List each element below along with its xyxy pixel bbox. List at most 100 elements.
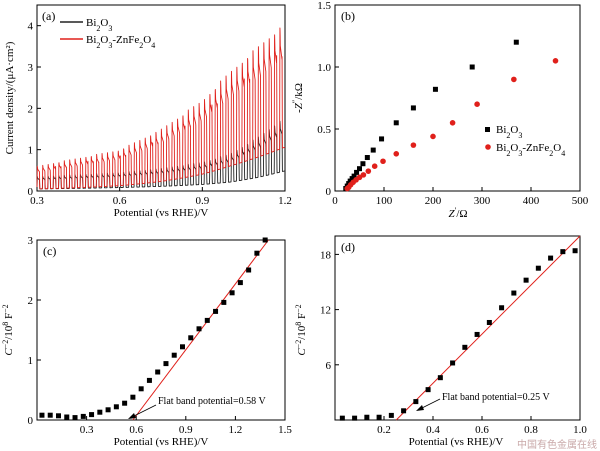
data-point-bi2o3 xyxy=(410,105,416,111)
panel-c-frame xyxy=(36,239,286,421)
data-point xyxy=(572,248,578,254)
x-tick-label: 0.9 xyxy=(195,195,209,207)
data-point xyxy=(64,414,70,420)
data-point-bi2o3 xyxy=(351,173,357,179)
data-point-bi2o3 xyxy=(469,64,475,70)
data-point-bi2o3-znfe2o4 xyxy=(371,163,378,169)
data-point xyxy=(499,305,505,311)
data-point-bi2o3-znfe2o4 xyxy=(365,168,372,174)
data-point xyxy=(548,255,554,261)
data-point xyxy=(535,265,541,271)
series-line-bi2o3-znfe2o4 xyxy=(36,27,286,190)
data-point xyxy=(364,414,370,420)
legend-label-bi2o3-znfe2o4: Bi2O3-ZnFe2O4 xyxy=(496,142,565,158)
data-point xyxy=(229,290,235,296)
y-tick-label: 6 xyxy=(326,360,332,372)
data-point xyxy=(339,415,345,421)
data-point xyxy=(122,400,128,406)
panel-c-ylabel: C−2/108 F−2 xyxy=(1,304,16,355)
data-point-bi2o3-znfe2o4 xyxy=(552,58,559,64)
panel-d: 0.2 0.4 0.6 0.8 1.0 6 12 18 (d) Flat band poten… xyxy=(294,235,587,448)
panel-d-annotation: Flat band potential=0.25 V xyxy=(416,392,550,411)
data-point xyxy=(72,415,78,421)
data-point xyxy=(39,412,45,418)
data-point-bi2o3 xyxy=(354,169,360,175)
data-point-bi2o3 xyxy=(432,86,438,92)
data-point-bi2o3-znfe2o4 xyxy=(430,133,436,140)
annotation-arrowhead xyxy=(128,413,136,419)
panel-c-xlabel: Potential (vs RHE)/V xyxy=(114,436,209,448)
data-point-bi2o3 xyxy=(513,39,519,45)
series-line-bi2o3 xyxy=(36,120,286,190)
y-tick-label: 1 xyxy=(28,145,34,157)
panel-d-frame xyxy=(334,235,581,421)
x-tick-label: 500 xyxy=(572,195,589,207)
x-tick-label: 0.9 xyxy=(179,424,193,436)
data-point xyxy=(523,277,529,283)
data-point xyxy=(437,375,443,381)
data-point-bi2o3-znfe2o4 xyxy=(474,101,480,107)
panel-b-label: (b) xyxy=(341,9,355,23)
panel-a-xlabel: Potential (vs RHE)/V xyxy=(114,207,209,219)
x-tick-label: 200 xyxy=(425,195,442,207)
panel-d-ylabel: C−2/108 F−2 xyxy=(294,304,309,355)
data-point-bi2o3-znfe2o4 xyxy=(449,120,456,126)
x-tick-label: 0.2 xyxy=(377,424,391,436)
y-tick-label: 0 xyxy=(28,186,34,198)
data-point xyxy=(89,412,95,418)
panel-d-label: (d) xyxy=(341,240,355,254)
panel-b-xlabel: Z′/Ω xyxy=(448,206,467,221)
x-tick-label: 400 xyxy=(523,195,540,207)
panel-b-ylabel: -Z″/kΩ xyxy=(291,83,306,113)
data-point xyxy=(560,249,566,255)
panel-a-label: (a) xyxy=(42,9,55,23)
data-point xyxy=(130,394,136,400)
data-point xyxy=(262,237,268,243)
data-point xyxy=(376,414,382,420)
data-point xyxy=(188,335,194,341)
data-point xyxy=(401,408,407,414)
data-point-bi2o3-znfe2o4 xyxy=(410,142,417,148)
data-point-bi2o3-znfe2o4 xyxy=(511,76,517,83)
x-tick-label: 1.2 xyxy=(229,424,243,436)
data-point xyxy=(47,412,53,418)
legend-label-bi2o3: Bi2O3 xyxy=(86,17,112,33)
data-point-bi2o3-znfe2o4 xyxy=(380,158,386,165)
panel-b-frame xyxy=(334,4,581,192)
y-tick-label: 18 xyxy=(320,249,332,261)
data-point xyxy=(425,387,431,393)
panel-c-annotation-text: Flat band potential=0.58 V xyxy=(158,396,266,407)
x-tick-label: 0.8 xyxy=(524,424,538,436)
y-tick-label: 1.5 xyxy=(317,0,331,12)
panel-b: 0 100 200 300 400 500 0 0.5 1.0 1.5 (b) Bi2O3 Bi2… xyxy=(291,0,589,220)
data-point xyxy=(237,280,243,286)
data-point-bi2o3 xyxy=(364,155,370,161)
data-point-bi2o3-znfe2o4 xyxy=(393,151,400,157)
data-point xyxy=(486,319,492,325)
data-point xyxy=(204,317,210,323)
x-tick-label: 1.5 xyxy=(278,424,292,436)
y-tick-label: 3 xyxy=(28,62,34,74)
data-point-bi2o3 xyxy=(393,120,399,126)
legend-label-bi2o3-znfe2o4: Bi2O3-ZnFe2O4 xyxy=(86,34,155,50)
data-point xyxy=(163,361,169,367)
data-point xyxy=(450,360,456,366)
panel-a-ylabel: Current density/(μA·cm²) xyxy=(4,41,16,154)
y-tick-label: 3 xyxy=(28,235,34,247)
panel-c-label: (c) xyxy=(43,244,56,258)
data-point xyxy=(105,407,111,413)
data-point xyxy=(146,377,152,383)
legend-marker-bi2o3-znfe2o4 xyxy=(485,144,491,150)
data-point xyxy=(352,415,358,421)
x-tick-label: 0.4 xyxy=(426,424,440,436)
y-tick-label: 0.5 xyxy=(317,124,331,136)
y-tick-label: 0 xyxy=(28,415,34,427)
x-tick-label: 0.3 xyxy=(80,424,94,436)
data-point xyxy=(171,352,177,358)
panel-c-annotation: Flat band potential=0.58 V xyxy=(128,396,266,419)
data-point xyxy=(511,290,517,296)
data-point-bi2o3-znfe2o4 xyxy=(360,172,367,178)
data-point xyxy=(113,404,119,410)
panel-b-legend: Bi2O3 Bi2O3-ZnFe2O4 xyxy=(485,124,565,158)
